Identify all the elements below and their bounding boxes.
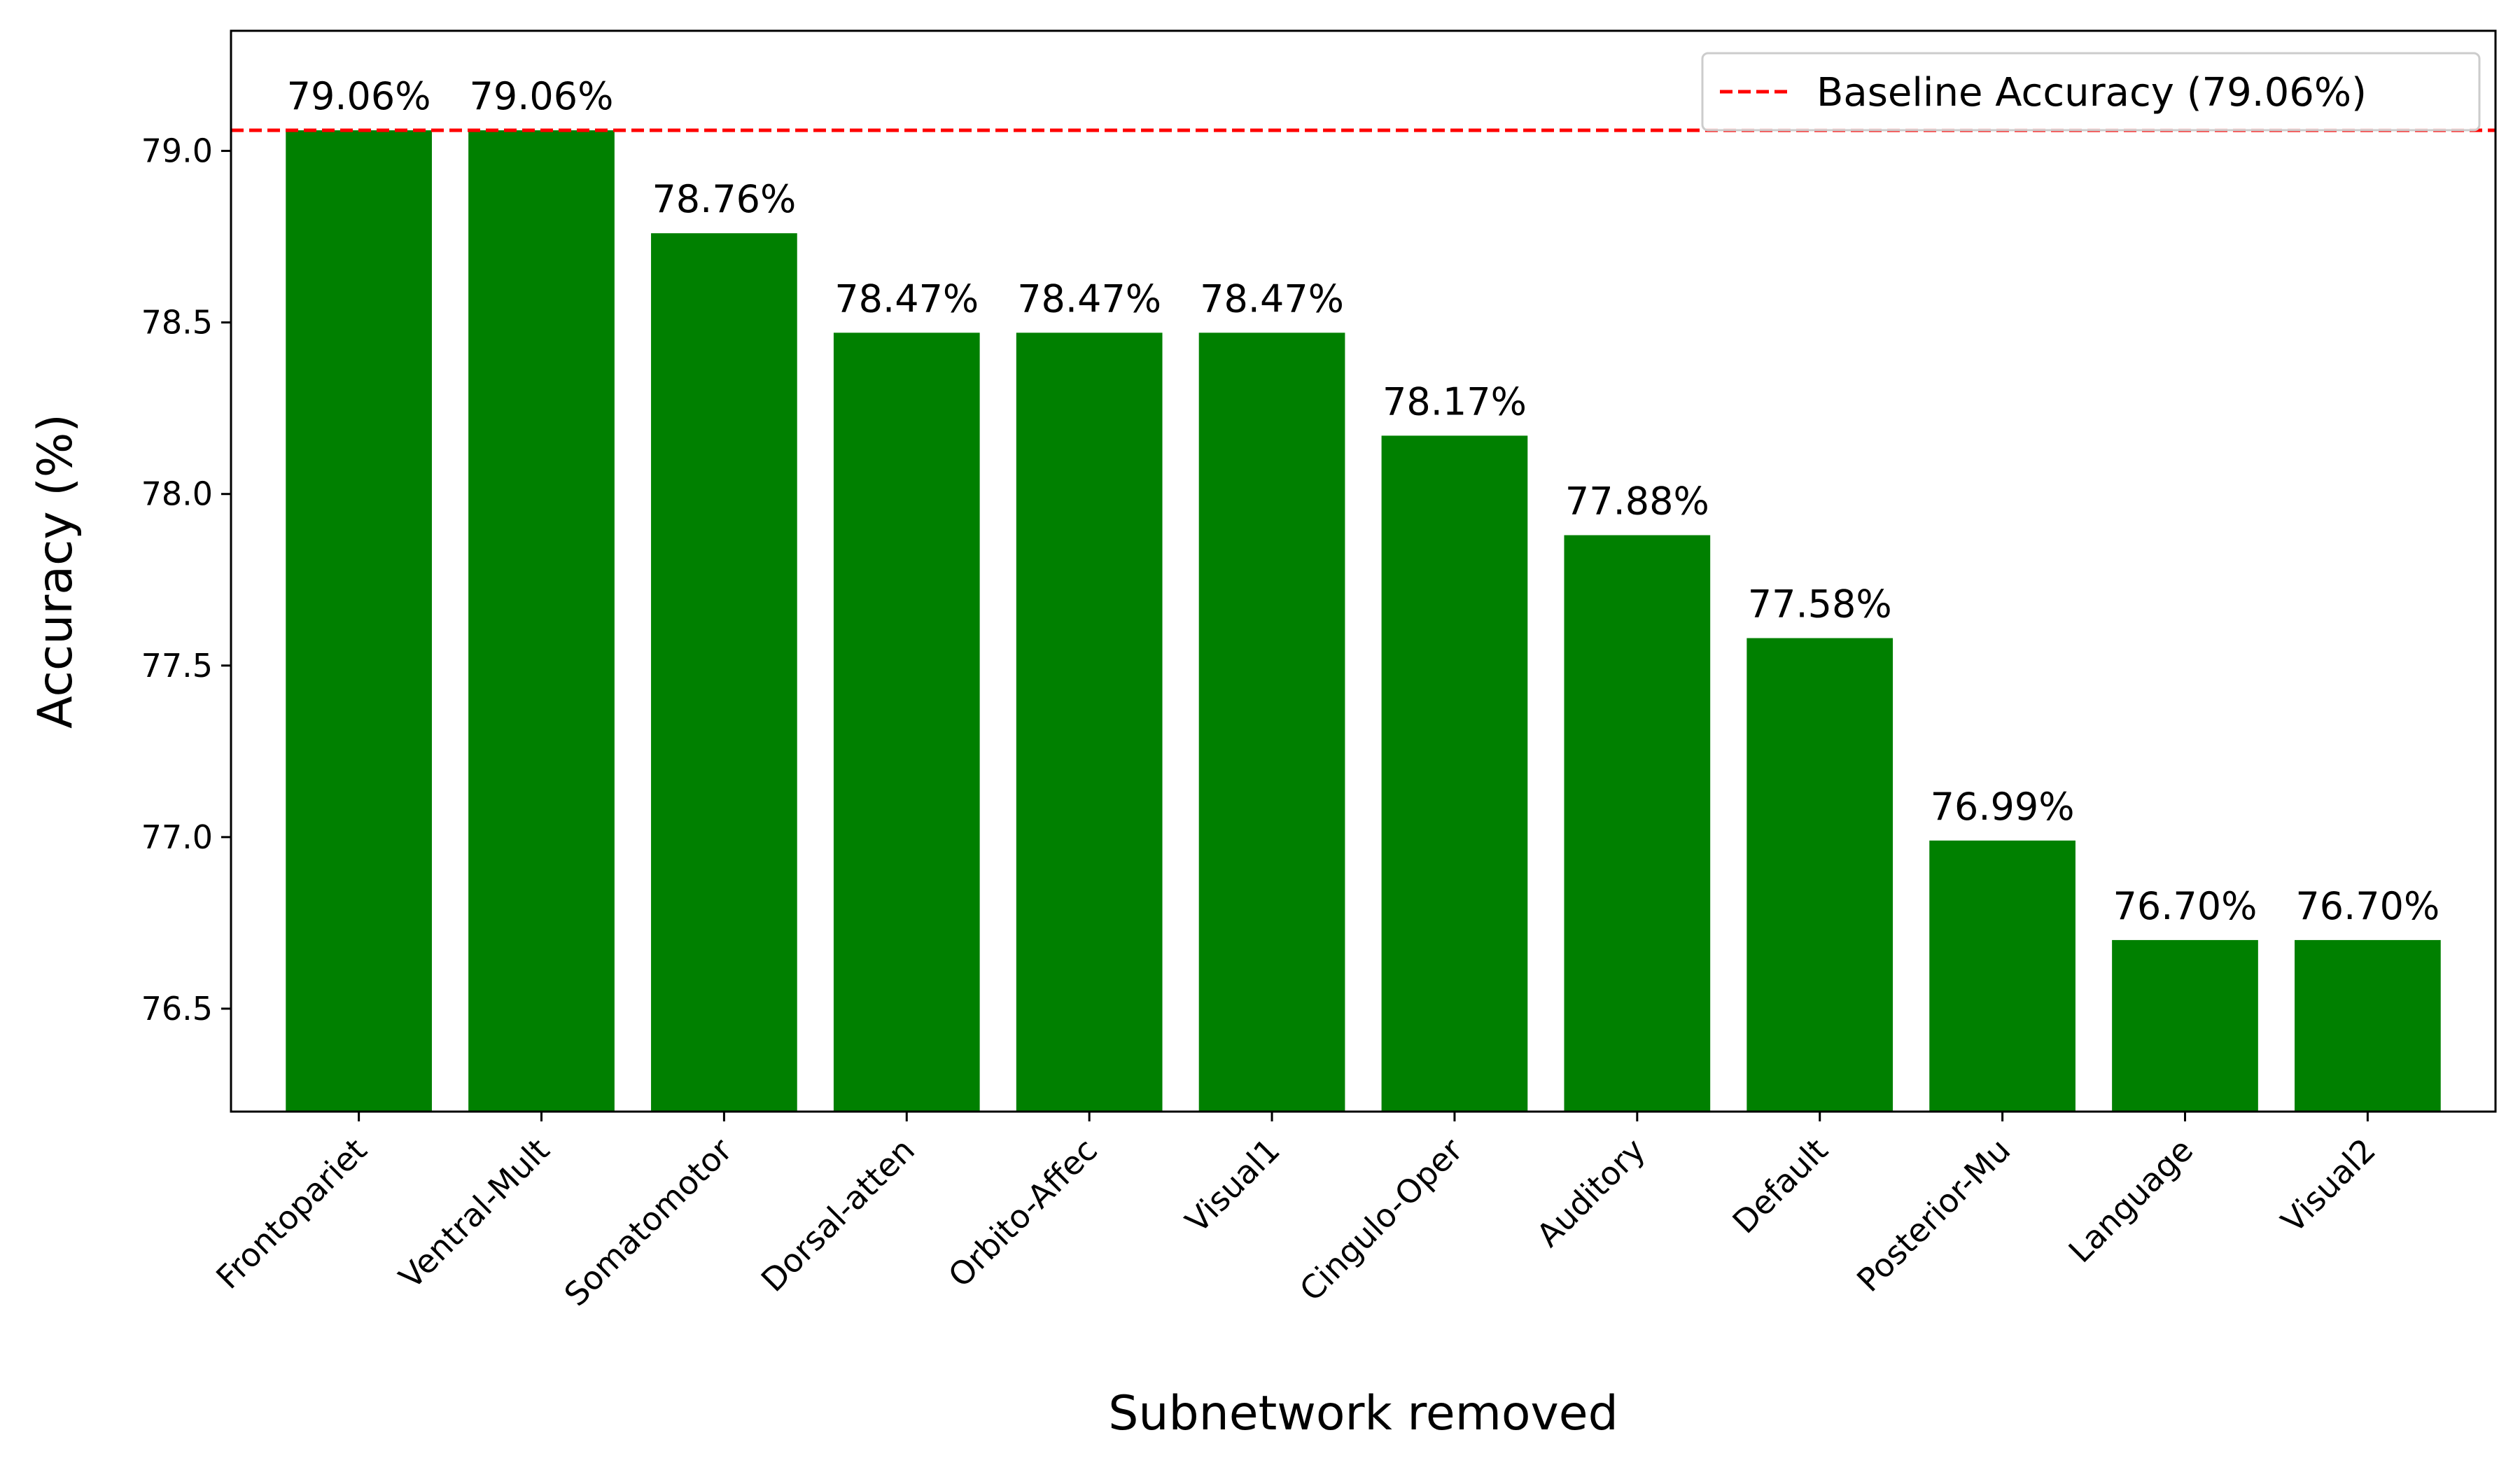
bar	[1564, 535, 1711, 1112]
bar-value-label: 79.06%	[287, 74, 431, 118]
x-tick-label: Visual2	[2274, 1131, 2383, 1240]
x-axis: Frontopariet Ventral-Mult Somatomotor Dorsa…	[209, 1112, 2383, 1313]
x-tick-label: Default	[1725, 1131, 1835, 1241]
y-axis: 76.5 77.0 77.5 78.0 78.5 79.0	[141, 132, 231, 1028]
x-tick-label: Cingulo-Oper	[1292, 1131, 1470, 1309]
x-axis-title: Subnetwork removed	[1108, 1386, 1618, 1441]
legend: Baseline Accuracy (79.06%)	[1701, 52, 2481, 132]
x-tick-label: Auditory	[1530, 1131, 1653, 1254]
x-tick-label: Dorsal-atten	[754, 1131, 922, 1299]
x-tick-label: Ventral-Mult	[391, 1131, 556, 1296]
bar	[2112, 939, 2258, 1112]
bar	[2295, 939, 2441, 1112]
bar-value-label: 77.58%	[1748, 582, 1892, 626]
x-tick-label: Posterior-Mu	[1849, 1131, 2017, 1299]
plot-frame	[230, 29, 2497, 1113]
y-tick-label: 76.5	[141, 990, 213, 1028]
y-tick-label: 79.0	[141, 132, 213, 170]
bar-value-label: 78.47%	[834, 276, 979, 321]
bar-value-label: 78.47%	[1200, 276, 1344, 321]
y-tick-label: 78.0	[141, 475, 213, 513]
bar-value-label: 77.88%	[1565, 479, 1709, 524]
bar-labels-group: 79.06% 79.06% 78.76% 78.47% 78.47% 78.47% 78.1…	[287, 74, 2440, 928]
bar-value-label: 79.06%	[470, 74, 614, 118]
x-tick-label: Frontopariet	[209, 1131, 374, 1296]
bar	[468, 130, 615, 1112]
x-tick-label: Somatomotor	[557, 1131, 740, 1314]
bar	[286, 130, 432, 1112]
bar	[1198, 332, 1345, 1112]
x-tick-label: Language	[2062, 1131, 2201, 1270]
bar-value-label: 78.76%	[652, 177, 796, 221]
bar	[1746, 638, 1893, 1112]
bar	[1016, 332, 1163, 1112]
legend-box	[1701, 52, 2481, 132]
x-tick-label: Visual1	[1178, 1131, 1287, 1240]
bar-value-label: 78.17%	[1382, 379, 1527, 424]
bar	[1929, 840, 2076, 1112]
bar-value-label: 76.70%	[2113, 884, 2258, 928]
bars-group	[286, 130, 2441, 1112]
y-tick-label: 78.5	[141, 304, 213, 342]
x-tick-label: Orbito-Affec	[941, 1131, 1105, 1295]
bar-value-label: 76.70%	[2295, 884, 2440, 928]
bar	[833, 332, 980, 1112]
bar-value-label: 78.47%	[1017, 276, 1161, 321]
bar	[651, 233, 797, 1112]
y-tick-label: 77.5	[141, 647, 213, 685]
y-axis-title: Accuracy (%)	[28, 414, 83, 729]
y-tick-label: 77.0	[141, 818, 213, 856]
bar	[1381, 435, 1528, 1112]
bar-value-label: 76.99%	[1931, 785, 2075, 829]
legend-label: Baseline Accuracy (79.06%)	[1816, 70, 2367, 115]
